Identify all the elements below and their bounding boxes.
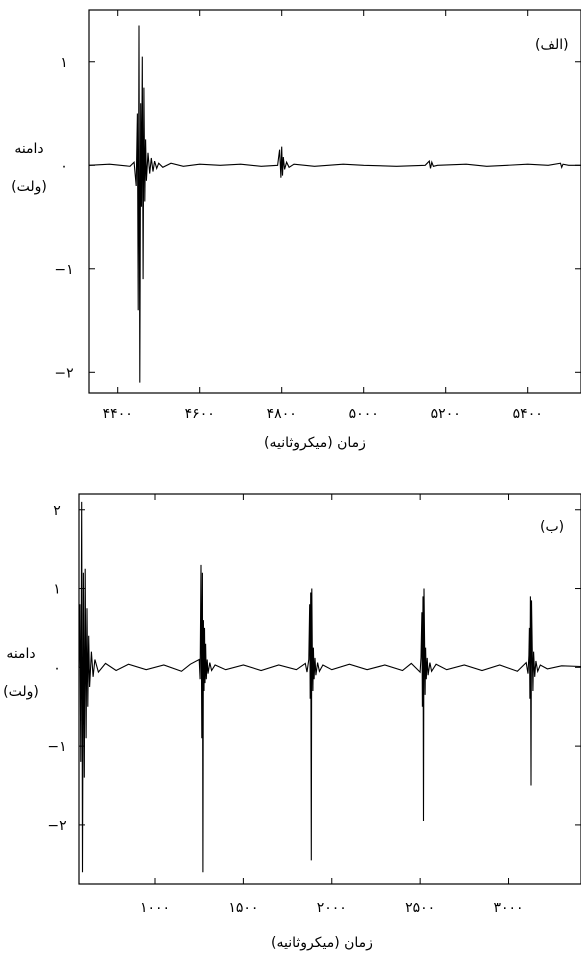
y-tick-label: −۱ [54,262,73,278]
x-tick-label: ۵۰۰۰ [349,406,379,422]
y-tick-label: ۱ [60,55,68,71]
y-axis-label-line1: دامنه [14,141,43,157]
x-tick-label: ۵۲۰۰ [431,406,461,422]
x-tick-label: ۱۵۰۰ [228,900,258,916]
y-tick-label: −۲ [47,818,66,834]
y-axis-label-line1: دامنه [6,646,35,662]
chart-panel-alef: ۴۴۰۰ ۴۶۰۰ ۴۸۰۰ ۵۰۰۰ ۵۲۰۰ ۵۴۰۰ ۱ ۰ −۱ −۲ (الف) دام… [11,9,581,451]
series-line [88,25,581,383]
x-tick-label: ۲۵۰۰ [405,900,435,916]
axis-ticks: ۱۰۰۰ ۱۵۰۰ ۲۰۰۰ ۲۵۰۰ ۳۰۰۰ ۲ ۱ ۰ −۱ −۲ [47,494,581,916]
x-tick-label: ۳۰۰۰ [493,900,523,916]
panel-label: (ب) [540,519,564,535]
x-tick-label: ۴۸۰۰ [267,406,297,422]
x-tick-label: ۵۴۰۰ [513,406,543,422]
y-axis-label-line2: (ولت) [11,179,47,195]
y-tick-label: ۱ [53,582,61,598]
y-tick-label: −۱ [47,739,66,755]
x-tick-label: ۱۰۰۰ [140,900,170,916]
series-line [78,501,581,873]
x-axis-label: زمان (میکروثانیه) [264,435,366,451]
y-axis-label-line2: (ولت) [3,684,39,700]
x-tick-label: ۴۶۰۰ [185,406,215,422]
y-tick-label: ۲ [53,503,61,519]
plot-frame [88,9,581,394]
plot-frame [78,493,581,885]
panel-label: (الف) [535,37,569,53]
x-axis-label: زمان (میکروثانیه) [271,935,373,951]
x-tick-label: ۲۰۰۰ [317,900,347,916]
y-tick-label: ۰ [53,660,61,676]
chart-panel-be: ۱۰۰۰ ۱۵۰۰ ۲۰۰۰ ۲۵۰۰ ۳۰۰۰ ۲ ۱ ۰ −۱ −۲ (ب) دامنه (و… [3,493,581,951]
axis-ticks: ۴۴۰۰ ۴۶۰۰ ۴۸۰۰ ۵۰۰۰ ۵۲۰۰ ۵۴۰۰ ۱ ۰ −۱ −۲ [54,10,581,422]
y-tick-label: −۲ [54,365,73,381]
y-tick-label: ۰ [60,158,68,174]
x-tick-label: ۴۴۰۰ [103,406,133,422]
